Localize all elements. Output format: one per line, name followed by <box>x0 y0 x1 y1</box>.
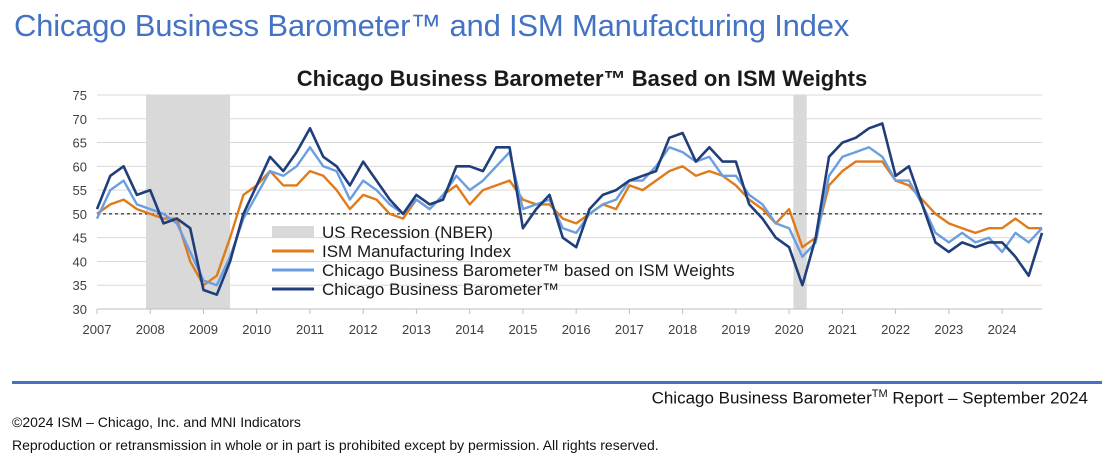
page-title: Chicago Business Barometer™ and ISM Manu… <box>14 8 850 43</box>
x-tick-label: 2009 <box>189 322 218 337</box>
copyright-notice: ©2024 ISM – Chicago, Inc. and MNI Indica… <box>12 414 301 430</box>
y-tick-label: 55 <box>73 183 87 198</box>
divider-rule <box>12 381 1102 384</box>
x-tick-label: 2010 <box>242 322 271 337</box>
y-tick-label: 70 <box>73 112 87 127</box>
x-tick-label: 2011 <box>296 322 324 337</box>
y-tick-label: 75 <box>73 88 87 103</box>
recession-band-0 <box>145 95 231 309</box>
series-lines <box>95 122 1044 297</box>
report-line: Chicago Business BarometerTM Report – Se… <box>652 388 1088 409</box>
y-tick-label: 60 <box>73 159 87 174</box>
legend-label-1: ISM Manufacturing Index <box>322 242 511 261</box>
legend-label-3: Chicago Business Barometer™ <box>322 280 559 299</box>
chart: Chicago Business Barometer™ Based on ISM… <box>73 66 1044 337</box>
series-line-1 <box>95 146 1043 287</box>
series-line-0 <box>96 160 1042 287</box>
x-tick-label: 2013 <box>402 322 431 337</box>
report-name: Chicago Business Barometer <box>651 388 872 408</box>
y-tick-label: 35 <box>73 278 87 293</box>
report-tm: TM <box>871 388 888 400</box>
report-suffix: Report – September 2024 <box>887 388 1088 408</box>
series-line-2 <box>95 122 1044 297</box>
rights-notice: Reproduction or retransmission in whole … <box>12 437 659 453</box>
x-tick-label: 2007 <box>83 322 112 337</box>
y-tick-label: 50 <box>73 207 87 222</box>
x-tick-label: 2012 <box>349 322 378 337</box>
x-tick-label: 2016 <box>562 322 591 337</box>
x-tick-label: 2014 <box>455 322 484 337</box>
x-tick-label: 2022 <box>881 322 910 337</box>
y-tick-label: 30 <box>73 302 87 317</box>
x-tick-label: 2019 <box>721 322 750 337</box>
recession-bands <box>145 95 807 309</box>
x-tick-label: 2017 <box>615 322 644 337</box>
legend-swatch-recession <box>272 226 314 238</box>
legend-label-2: Chicago Business Barometer™ based on ISM… <box>322 261 735 280</box>
y-tick-label: 45 <box>73 231 87 246</box>
x-tick-label: 2021 <box>828 322 857 337</box>
x-tick-label: 2024 <box>988 322 1017 337</box>
chart-title: Chicago Business Barometer™ Based on ISM… <box>297 66 868 91</box>
x-tick-label: 2023 <box>934 322 963 337</box>
x-tick-label: 2015 <box>508 322 537 337</box>
axes: 30 35 40 45 50 55 60 65 70 75 2007 2008 2009 2010 2011… <box>73 88 1042 337</box>
legend: US Recession (NBER)ISM Manufacturing Ind… <box>272 223 735 299</box>
x-tick-label: 2018 <box>668 322 697 337</box>
x-tick-label: 2020 <box>775 322 804 337</box>
legend-label-0: US Recession (NBER) <box>322 223 493 242</box>
x-tick-label: 2008 <box>136 322 165 337</box>
y-tick-label: 40 <box>73 254 87 269</box>
y-tick-label: 65 <box>73 136 87 151</box>
